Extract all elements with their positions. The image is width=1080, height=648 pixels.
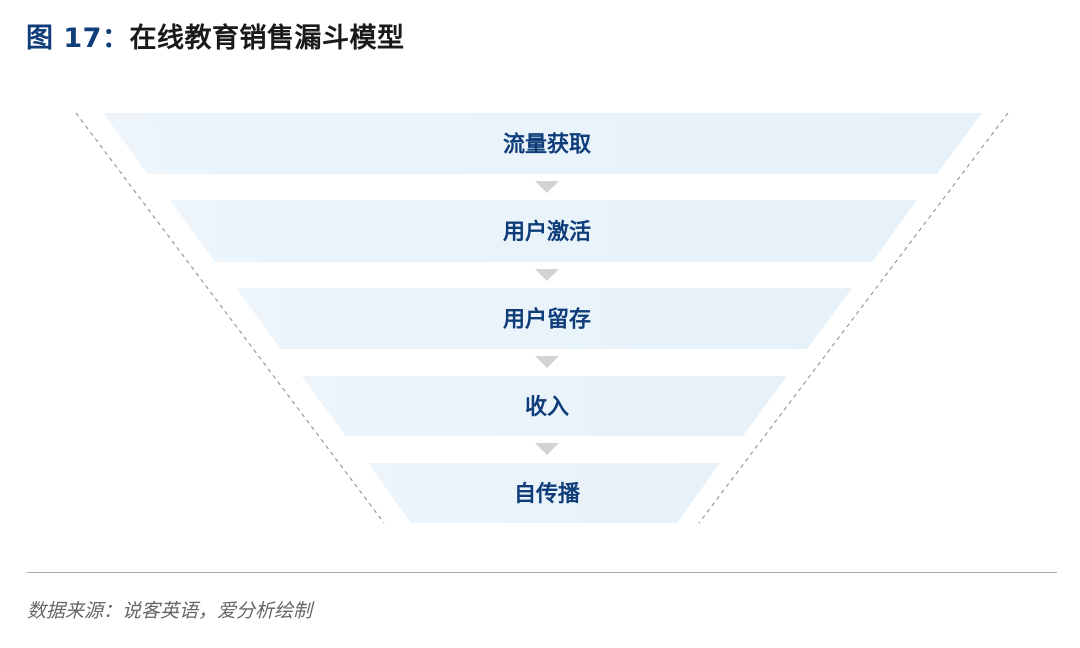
- figure-number: 图 17：: [26, 23, 130, 54]
- arrow-down-icon: [535, 181, 559, 193]
- source-note: 数据来源：说客英语，爱分析绘制: [27, 600, 313, 622]
- figure-title: 图 17：在线教育销售漏斗模型: [26, 16, 404, 55]
- funnel-outline-left: [75, 112, 385, 524]
- divider: [27, 572, 1057, 573]
- funnel-stage-label: 收入: [525, 394, 569, 420]
- arrow-down-icon: [535, 443, 559, 455]
- funnel-stage-label: 用户激活: [503, 219, 591, 245]
- funnel-stage-3: [236, 288, 852, 349]
- funnel-stage-2: [170, 200, 917, 262]
- funnel-stage-1: [103, 113, 982, 174]
- funnel-stage-5: [368, 463, 720, 523]
- figure-title-text: 在线教育销售漏斗模型: [129, 23, 405, 54]
- funnel-stage-4: [302, 376, 787, 436]
- funnel-stage-label: 自传播: [514, 481, 581, 507]
- arrow-down-icon: [535, 269, 559, 281]
- funnel-stage-label: 用户留存: [503, 307, 591, 333]
- funnel-outline-right: [698, 112, 1009, 524]
- arrow-down-icon: [535, 356, 559, 368]
- funnel-stage-label: 流量获取: [503, 132, 591, 158]
